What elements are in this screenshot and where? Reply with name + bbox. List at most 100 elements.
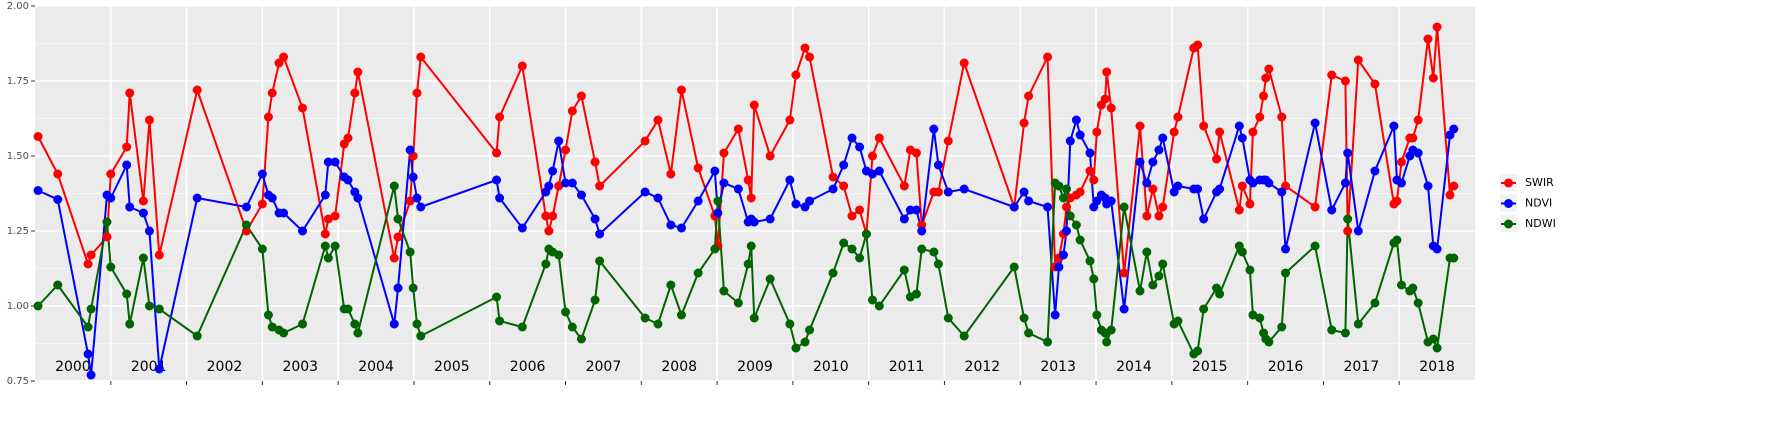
data-point (1148, 280, 1158, 290)
data-point (929, 247, 939, 257)
data-point (1327, 205, 1337, 215)
data-point (1340, 328, 1350, 338)
data-point (765, 151, 775, 161)
data-point (544, 181, 554, 191)
data-point (828, 184, 838, 194)
data-point (1277, 187, 1287, 197)
data-point (83, 349, 93, 359)
data-point (1281, 268, 1291, 278)
data-point (765, 214, 775, 224)
data-point (899, 214, 909, 224)
data-point (676, 223, 686, 233)
data-point (576, 91, 586, 101)
data-point (408, 172, 418, 182)
data-point (1237, 181, 1247, 191)
data-point (1445, 190, 1455, 200)
data-point (1075, 235, 1085, 245)
year-label: 2010 (813, 359, 849, 375)
data-point (839, 181, 849, 191)
data-point (1106, 103, 1116, 113)
data-point (561, 178, 571, 188)
data-point (1119, 304, 1129, 314)
data-point (765, 274, 775, 284)
data-point (1234, 121, 1244, 131)
data-point (548, 211, 558, 221)
data-point (1199, 214, 1209, 224)
data-point (541, 259, 551, 269)
data-point (929, 124, 939, 134)
data-point (1071, 115, 1081, 125)
data-point (653, 115, 663, 125)
data-point (855, 205, 865, 215)
year-label: 2014 (1116, 359, 1152, 375)
data-point (1428, 73, 1438, 83)
year-label: 2007 (586, 359, 622, 375)
data-point (122, 160, 132, 170)
data-point (576, 190, 586, 200)
year-label: 2013 (1040, 359, 1076, 375)
data-point (1248, 178, 1258, 188)
data-point (911, 205, 921, 215)
data-point (86, 304, 96, 314)
data-point (943, 187, 953, 197)
data-point (408, 283, 418, 293)
year-label: 2018 (1419, 359, 1455, 375)
data-point (492, 292, 502, 302)
data-point (495, 316, 505, 326)
data-point (1061, 202, 1071, 212)
data-point (1043, 337, 1053, 347)
data-point (1065, 136, 1075, 146)
data-point (867, 151, 877, 161)
data-point (874, 133, 884, 143)
legend-label: NDWI (1525, 217, 1556, 230)
data-point (828, 268, 838, 278)
data-point (1248, 127, 1258, 137)
data-point (350, 319, 360, 329)
data-point (83, 259, 93, 269)
data-point (1142, 211, 1152, 221)
data-point (1449, 181, 1459, 191)
data-point (1106, 325, 1116, 335)
data-point (1277, 112, 1287, 122)
data-point (1119, 202, 1129, 212)
data-point (416, 331, 426, 341)
data-point (867, 169, 877, 179)
data-point (412, 88, 422, 98)
data-point (393, 232, 403, 242)
data-point (33, 301, 43, 311)
y-tick-label: 2.00 (7, 1, 29, 12)
data-point (1370, 79, 1380, 89)
data-point (1245, 199, 1255, 209)
data-point (590, 295, 600, 305)
data-point (653, 193, 663, 203)
data-point (1154, 211, 1164, 221)
data-point (393, 214, 403, 224)
data-point (855, 142, 865, 152)
legend-label: SWIR (1525, 176, 1554, 189)
data-point (138, 208, 148, 218)
data-point (666, 220, 676, 230)
data-point (676, 85, 686, 95)
data-point (874, 301, 884, 311)
data-point (144, 115, 154, 125)
data-point (933, 187, 943, 197)
year-label: 2017 (1343, 359, 1379, 375)
data-point (1277, 322, 1287, 332)
data-point (267, 88, 277, 98)
data-point (33, 132, 43, 141)
data-point (1353, 226, 1363, 236)
data-point (1343, 214, 1353, 224)
data-point (1135, 157, 1145, 167)
data-point (106, 193, 116, 203)
data-point (1259, 91, 1269, 101)
data-point (1423, 34, 1433, 44)
data-point (389, 181, 399, 191)
data-point (257, 244, 267, 254)
year-label: 2002 (207, 359, 243, 375)
data-point (1092, 310, 1102, 320)
data-point (1158, 259, 1168, 269)
data-point (389, 319, 399, 329)
data-point (492, 175, 502, 185)
data-point (83, 322, 93, 332)
data-point (1237, 247, 1247, 257)
